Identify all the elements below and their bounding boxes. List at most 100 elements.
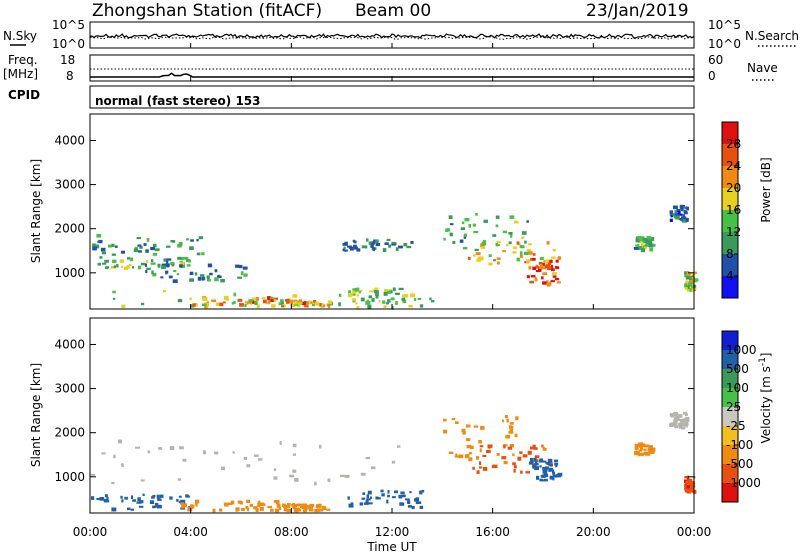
velocity-cell-93 [257,500,261,504]
velocity-cell-392 [681,418,685,423]
velocity-cell-219 [458,454,464,459]
velocity-cell-377 [677,414,683,418]
power-cell-381 [495,242,498,247]
power-cell-38 [96,233,102,238]
velocity-cell-62 [178,495,182,498]
power-cell-84 [243,273,248,277]
velocity-cell-111 [235,507,240,512]
velocity-cell-6 [314,481,317,486]
power-ytick-label-1: 2000 [54,222,85,236]
velocity-cell-348 [640,447,643,451]
velocity-cell-103 [230,500,235,505]
power-cell-551 [692,284,697,288]
velocity-cell-172 [367,502,373,505]
power-cell-295 [403,294,409,298]
power-cell-85 [186,264,191,267]
velocity-cell-163 [421,489,425,493]
velocity-cell-359 [634,444,638,448]
velocity-cell-244 [525,471,531,474]
power-cell-4 [100,247,106,252]
velocity-cell-116 [267,505,272,509]
velocity-cell-345 [643,452,647,456]
velocity-cell-79 [142,493,145,496]
power-cell-66 [166,258,172,261]
power-cell-103 [207,263,213,268]
power-cell-254 [372,247,375,251]
nsky-tick-top: 10^5 [52,18,85,32]
power-cell-351 [473,231,479,234]
velocity-cell-380 [674,425,679,429]
velocity-cell-29 [243,456,247,460]
velocity-cell-279 [492,464,498,468]
power-cell-403 [546,280,549,283]
velocity-cell-226 [510,425,514,430]
velocity-cell-139 [308,508,314,512]
velocity-cell-156 [308,505,313,509]
power-cell-400 [535,264,539,268]
velocity-cell-59 [157,498,162,501]
power-cell-140 [408,304,413,308]
power-cell-209 [280,299,284,303]
power-cell-286 [369,290,374,293]
power-cell-544 [691,272,696,276]
velocity-cell-387 [672,423,678,427]
velocity-cell-147 [316,504,321,508]
power-cell-255 [375,239,379,244]
power-cell-290 [401,297,406,301]
power-cell-425 [555,277,560,281]
velocity-cell-434 [684,486,688,491]
power-cell-102 [157,263,161,268]
velocity-cell-110 [189,504,195,507]
velocity-cell-399 [675,418,680,422]
power-cell-93 [240,271,244,276]
power-cell-428 [526,275,530,279]
velocity-cell-113 [237,500,240,504]
power-cell-122 [356,306,360,310]
power-cell-311 [394,292,400,295]
power-cell-277 [403,243,408,247]
velocity-cell-131 [319,508,324,512]
power-cell-27 [196,239,199,242]
velocity-cell-297 [547,458,553,463]
velocity-cell-145 [293,508,299,513]
power-cell-364 [488,262,493,266]
power-cell-498 [683,216,687,220]
power-cell-518 [685,217,688,222]
velocity-colorbar-label-1: 500 [726,362,749,376]
velocity-cell-176 [362,492,365,495]
freq-label: Freq. [8,53,38,67]
power-cell-326 [506,243,509,247]
power-cell-96 [197,276,202,281]
nsearch-tick-bottom: 10^0 [708,37,741,51]
power-cell-73 [127,257,130,260]
velocity-cell-210 [466,424,471,428]
power-cell-419 [547,262,552,266]
power-cell-57 [97,262,101,266]
power-cell-165 [273,297,278,300]
power-cell-65 [166,260,169,264]
power-cell-193 [215,302,220,306]
velocity-cell-238 [508,430,514,434]
power-colorbar-label-6: 28 [726,137,741,151]
velocity-cell-237 [504,415,508,419]
power-cell-334 [459,239,464,243]
power-cell-430 [539,265,544,269]
power-heatmap [92,204,699,310]
power-cell-305 [356,294,359,297]
power-cell-139 [410,293,415,298]
power-cell-45 [111,266,116,269]
velocity-cell-143 [309,503,312,506]
power-cell-153 [177,299,183,303]
power-cell-70 [124,266,129,270]
power-cell-378 [516,241,520,245]
velocity-cell-209 [468,452,473,455]
velocity-cell-347 [643,448,647,451]
velocity-cell-397 [681,426,686,430]
power-cell-515 [675,215,680,220]
power-cell-119 [214,277,219,282]
power-cell-323 [483,219,488,223]
power-cell-369 [526,259,531,263]
freq-tick-top: 18 [60,53,75,67]
power-cell-198 [248,299,253,302]
power-cell-350 [508,232,513,235]
